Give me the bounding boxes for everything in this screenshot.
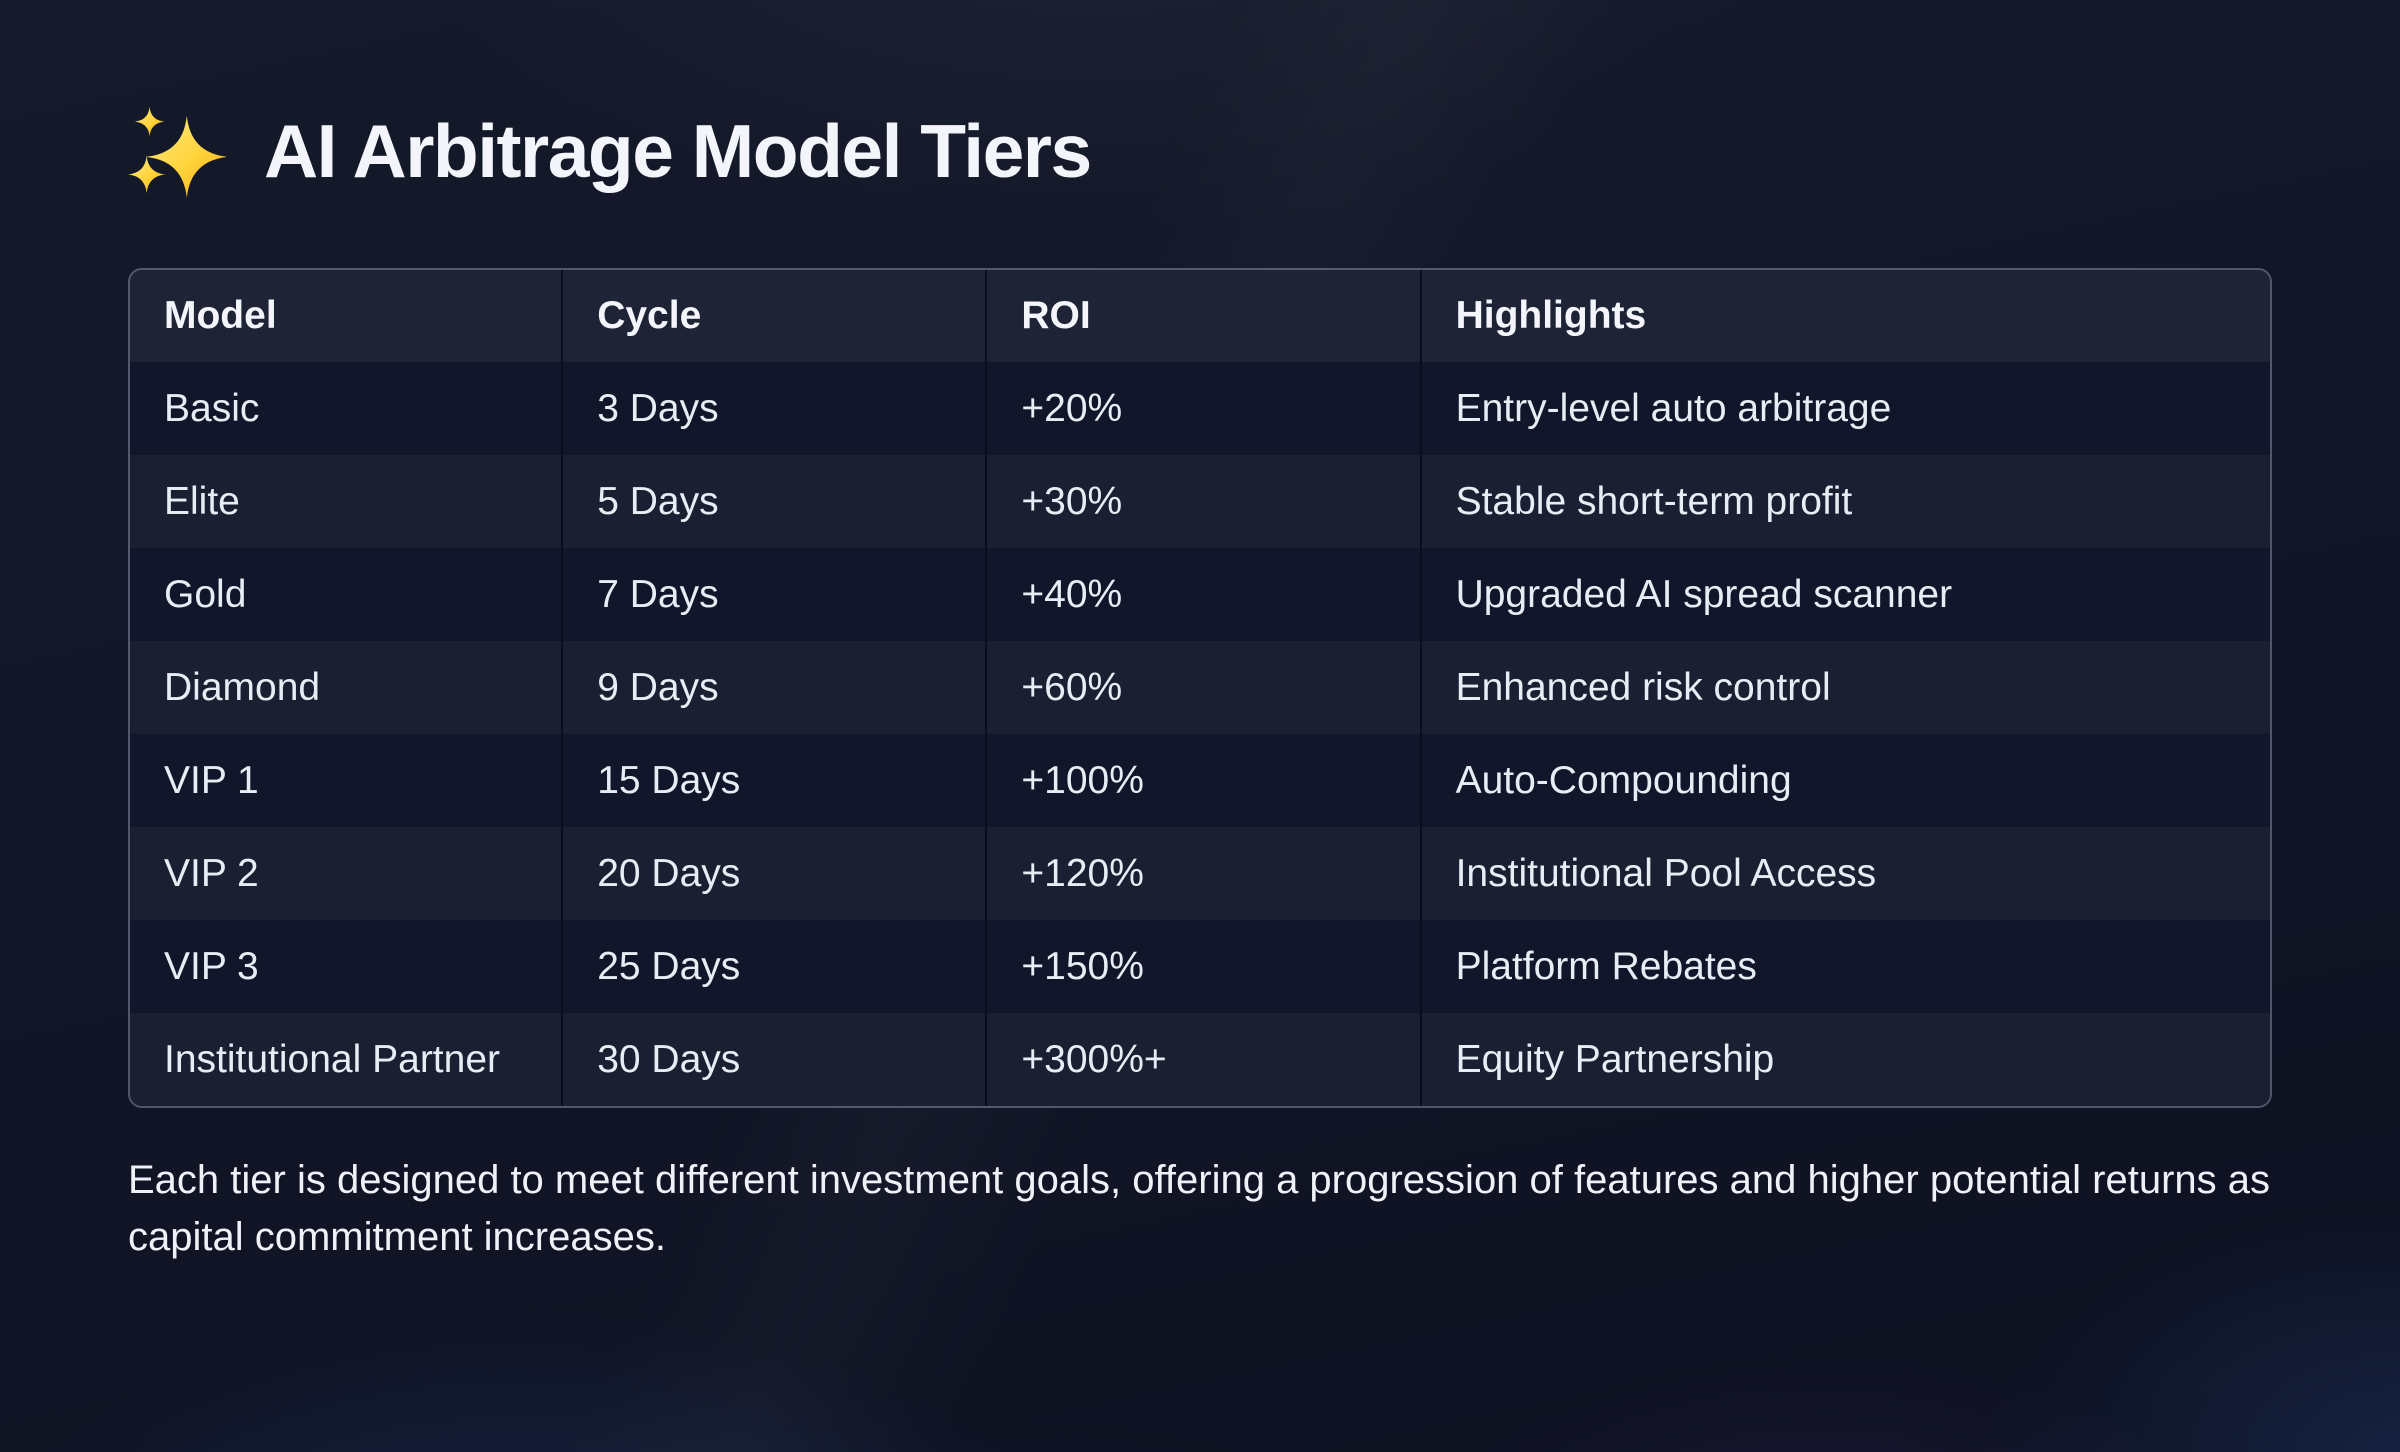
table-cell: +100% <box>985 734 1419 827</box>
table-cell: Gold <box>164 572 247 616</box>
page-header: AI Arbitrage Model Tiers <box>128 102 2272 200</box>
table-row: Basic 3 Days +20% Entry-level auto arbitrag… <box>130 362 2270 455</box>
table-cell: Institutional Pool Access <box>1419 827 2270 920</box>
table-cell: +40% <box>985 548 1419 641</box>
table-cell: +60% <box>985 641 1419 734</box>
table-cell: 30 Days <box>561 1013 985 1106</box>
table-row: Institutional Partner 30 Days +300%+ Equity… <box>130 1013 2270 1106</box>
table-cell: Platform Rebates <box>1419 920 2270 1013</box>
table-cell: Enhanced risk control <box>1419 641 2270 734</box>
table-cell: Upgraded AI spread scanner <box>1419 548 2270 641</box>
table-cell: +120% <box>985 827 1419 920</box>
table-cell: Basic <box>164 386 260 430</box>
table-cell: Stable short-term profit <box>1419 455 2270 548</box>
column-header-cycle: Cycle <box>561 270 985 362</box>
table-cell: Equity Partnership <box>1419 1013 2270 1106</box>
table-cell: Auto-Compounding <box>1419 734 2270 827</box>
table-row: VIP 2 20 Days +120% Institutional Pool Acce… <box>130 827 2270 920</box>
table-header-row: Model Cycle ROI Highlights <box>130 270 2270 362</box>
tiers-table: Model Cycle ROI Highlights Basic 3 Days +2… <box>128 268 2272 1108</box>
column-header-model: Model <box>164 294 277 337</box>
table-cell: 9 Days <box>561 641 985 734</box>
table-row: Gold 7 Days +40% Upgraded AI spread scanner <box>130 548 2270 641</box>
table-cell: 15 Days <box>561 734 985 827</box>
page-title: AI Arbitrage Model Tiers <box>264 108 1092 193</box>
table-cell: 20 Days <box>561 827 985 920</box>
footer-note: Each tier is designed to meet different … <box>128 1158 2271 1259</box>
table-cell: VIP 3 <box>164 944 259 988</box>
table-row: Elite 5 Days +30% Stable short-term profit <box>130 455 2270 548</box>
table-cell: Institutional Partner <box>164 1037 501 1081</box>
table-row: Diamond 9 Days +60% Enhanced risk control <box>130 641 2270 734</box>
table-cell: Diamond <box>164 665 321 709</box>
sparkles-icon <box>128 102 226 200</box>
table-body: Basic 3 Days +20% Entry-level auto arbitrag… <box>130 362 2270 1106</box>
table-cell: VIP 2 <box>164 851 259 895</box>
page: AI Arbitrage Model Tiers Model Cycle ROI… <box>0 102 2400 1266</box>
table-cell: Elite <box>164 479 240 523</box>
table-cell: +150% <box>985 920 1419 1013</box>
table-cell: 7 Days <box>561 548 985 641</box>
column-header-roi: ROI <box>985 270 1419 362</box>
table-cell: +30% <box>985 455 1419 548</box>
table-cell: +300%+ <box>985 1013 1419 1106</box>
table-row: VIP 3 25 Days +150% Platform Rebates <box>130 920 2270 1013</box>
table-cell: 25 Days <box>561 920 985 1013</box>
table-cell: 3 Days <box>561 362 985 455</box>
table-cell: 5 Days <box>561 455 985 548</box>
table-cell: VIP 1 <box>164 758 259 802</box>
table-cell: +20% <box>985 362 1419 455</box>
column-header-highlights: Highlights <box>1419 270 2270 362</box>
table-row: VIP 1 15 Days +100% Auto-Compounding <box>130 734 2270 827</box>
table-cell: Entry-level auto arbitrage <box>1419 362 2270 455</box>
